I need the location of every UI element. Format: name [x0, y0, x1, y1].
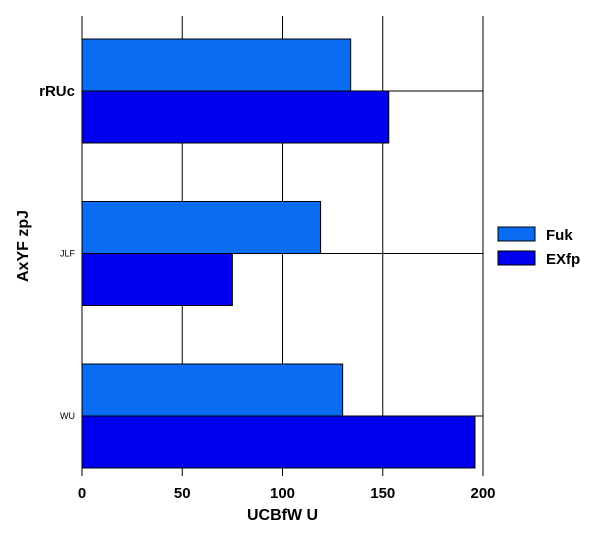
bar-exfp-wu [81, 415, 476, 469]
bar-fuk-rruc [81, 38, 352, 92]
bar-exfp-rruc [81, 90, 390, 144]
x-tick-labels: 0 50 100 150 200 [78, 485, 496, 502]
y-tick-label-jlf: JLF [60, 249, 76, 259]
y-tick-labels: rRUc JLF WU [39, 83, 75, 421]
x-tick-label-50: 50 [174, 485, 191, 502]
legend: Fuk EXfp [497, 226, 580, 268]
legend-swatch-fuk [497, 226, 536, 242]
legend-label-exfp: EXfp [546, 251, 580, 268]
x-tick-label-100: 100 [270, 485, 295, 502]
y-tick-label-rruc: rRUc [39, 83, 75, 100]
x-tick-label-0: 0 [78, 485, 86, 502]
x-tick-label-200: 200 [470, 485, 495, 502]
bar-fuk-jlf [81, 201, 322, 254]
category-separators [82, 90, 483, 417]
y-tick-label-wu: WU [60, 411, 75, 421]
bar-exfp-jlf [81, 253, 233, 306]
legend-swatch-exfp [497, 250, 536, 266]
legend-label-fuk: Fuk [546, 227, 573, 244]
x-axis-title: UCBfW U [247, 507, 318, 524]
x-tick-label-150: 150 [370, 485, 395, 502]
bar-fuk-wu [81, 363, 344, 417]
y-axis-title: AxYF zpJ [15, 210, 32, 282]
